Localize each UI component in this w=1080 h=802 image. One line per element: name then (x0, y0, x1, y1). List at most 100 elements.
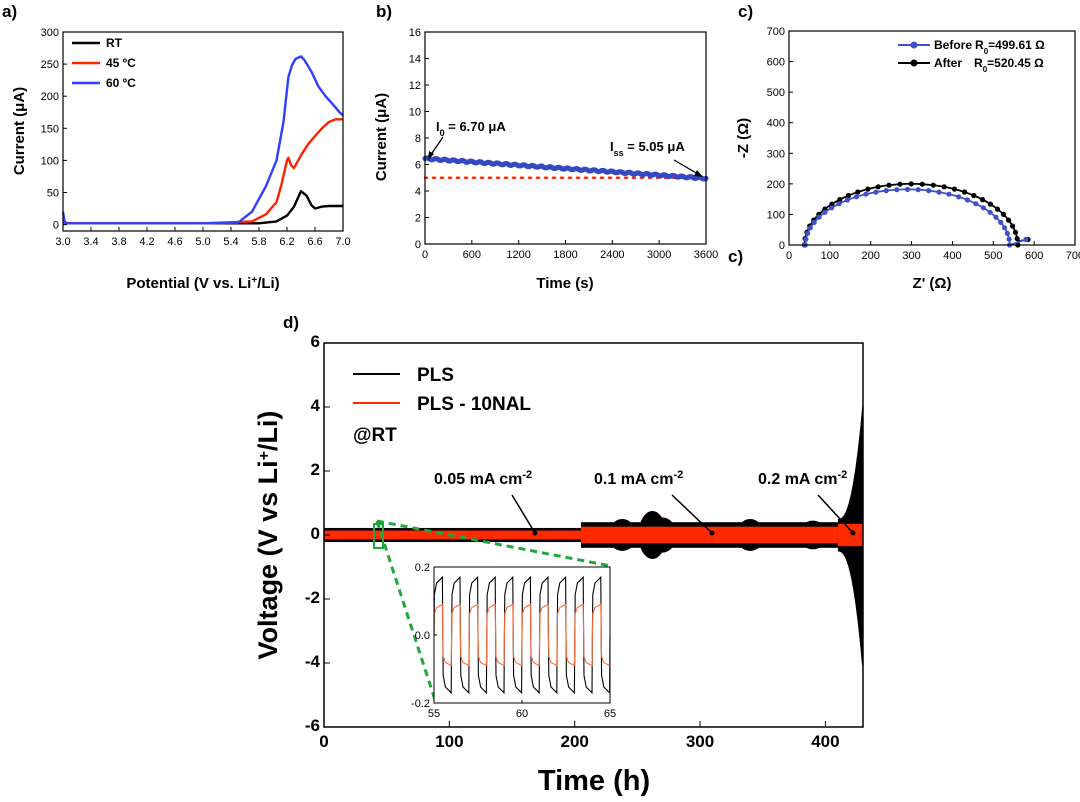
nyquist-point-before (873, 189, 879, 195)
nyquist-point-before (803, 236, 809, 242)
panel-a-xtick-label: 5.4 (223, 236, 238, 248)
panel-a-xtick-label: 3.0 (55, 236, 70, 248)
panel-d-xtick-label: 300 (686, 732, 714, 751)
nyquist-point-before (1023, 236, 1029, 243)
inset-ytick-label: -0.2 (411, 698, 430, 710)
panel-d-ytick-label: -2 (305, 588, 320, 607)
legend-45c-label: 45 ºC (106, 56, 136, 70)
nyquist-point-before (894, 187, 900, 193)
inset-pls-10nal-trace (433, 603, 611, 667)
panel-a-legend: RT 45 ºC 60 ºC (72, 36, 136, 90)
panel-b-xtick-label: 1200 (506, 249, 530, 261)
panel-b-data (422, 155, 709, 182)
panel-a-ytick-label: 100 (41, 155, 59, 167)
panel-d-ylabel: Voltage (V vs Li+/Li) (253, 411, 283, 660)
panel-d-xtick-label: 0 (319, 732, 328, 751)
nyquist-point-before (964, 197, 971, 203)
panel-c-ylabel: -Z (Ω) (735, 118, 752, 158)
stage-arrow-2 (671, 494, 713, 534)
panel-b-ytick-label: 2 (415, 213, 421, 225)
panel-c-ytick-label: 300 (767, 148, 785, 160)
legend-after-label: After R0=520.45 Ω (934, 56, 1044, 74)
nyquist-point-after (908, 181, 914, 187)
legend-60c-label: 60 ºC (106, 76, 136, 90)
panel-b-ytick-label: 14 (409, 54, 421, 66)
panel-a-xtick-label: 5.0 (195, 236, 210, 248)
nyquist-point-after (897, 181, 903, 187)
panel-b: b) 0 600 1200 1800 2400 3000 3600 0 2 4 6 8 10 12 14 16… (373, 2, 718, 292)
nyquist-point-after (961, 189, 968, 195)
nyquist-point-before (993, 214, 999, 220)
panel-c-ticks: 0 100 200 300 400 500 600 700 0 100 200 300 400 500 60… (767, 26, 1080, 262)
panel-c-extra-label: c) (728, 247, 743, 266)
panel-b-xtick-label: 3600 (694, 249, 718, 261)
annotation-iss-arrowhead (694, 170, 703, 177)
legend-before-label: Before R0=499.61 Ω (934, 38, 1045, 56)
panel-c-ytick-label: 700 (767, 26, 785, 38)
nyquist-point-after (919, 181, 925, 187)
nyquist-point-before (998, 219, 1004, 225)
panel-b-ylabel: Current (μA) (373, 93, 390, 181)
stage-arrowhead-1 (532, 530, 538, 536)
panel-a-ytick-label: 200 (41, 91, 59, 103)
nyquist-point-after (979, 197, 986, 203)
inset-xtick-label: 65 (604, 708, 616, 720)
panel-d-xtick-label: 400 (811, 732, 839, 751)
panel-a-ytick-label: 150 (41, 123, 59, 135)
panel-a-axes-frame (62, 31, 344, 232)
panel-a-xtick-label: 7.0 (335, 236, 350, 248)
panel-b-xtick-label: 1800 (553, 249, 577, 261)
nyquist-point-after (1006, 217, 1012, 223)
panel-b-ytick-label: 16 (409, 27, 421, 39)
panel-c-ytick-label: 600 (767, 57, 785, 69)
panel-a-ytick-label: 0 (53, 220, 59, 232)
panel-c-label: c) (738, 2, 753, 21)
nyquist-point-before (936, 189, 942, 195)
panel-c-xtick-label: 200 (862, 250, 880, 262)
panel-d-xlabel: Time (h) (538, 765, 650, 797)
inset-ytick-label: 0.2 (415, 562, 430, 574)
condition-label: @RT (353, 425, 397, 446)
panel-c-xtick-label: 700 (1066, 250, 1080, 262)
nyquist-point-after (1010, 223, 1016, 229)
panel-d-ytick-label: -6 (305, 716, 320, 735)
panel-c-xtick-label: 400 (943, 250, 961, 262)
panel-a-xtick-label: 5.8 (251, 236, 266, 248)
nyquist-point-before (973, 201, 979, 207)
panel-a-xtick-label: 4.2 (139, 236, 154, 248)
nyquist-point-before (956, 194, 962, 200)
stage-label-3: 0.2 mA cm-2 (758, 469, 847, 488)
panel-c-ytick-label: 100 (767, 209, 785, 221)
panel-c-data (801, 181, 1031, 248)
pls-10nal-trace-stage-2 (580, 526, 838, 544)
panel-b-xtick-label: 2400 (600, 249, 624, 261)
annotation-i0-arrowhead (428, 151, 434, 160)
annotation-iss: Iss = 5.05 μA (610, 139, 685, 158)
nyquist-point-before (926, 188, 932, 194)
panel-b-xtick-label: 3000 (647, 249, 671, 261)
panel-a-ytick-label: 300 (41, 27, 59, 39)
panel-d-ytick-label: 4 (311, 396, 321, 415)
zoom-line-bottom (375, 520, 438, 704)
panel-a-ytick-label: 250 (41, 59, 59, 71)
nyquist-point-before (829, 205, 835, 211)
panel-b-ytick-label: 8 (415, 133, 421, 145)
panel-d-stage-annotations: 0.05 mA cm-2 0.1 mA cm-2 0.2 mA cm-2 (434, 469, 856, 536)
legend-before-marker (910, 41, 918, 49)
nyquist-point-before (807, 225, 813, 231)
panel-c-xtick-label: 600 (1025, 250, 1043, 262)
nyquist-point-before (836, 201, 842, 207)
panel-c-ytick-label: 400 (767, 118, 785, 130)
nyquist-point-after (855, 189, 861, 195)
panel-b-ticks: 0 600 1200 1800 2400 3000 3600 0 2 4 6 8 10 12 14 16 (409, 27, 718, 261)
panel-a-label: a) (2, 2, 17, 21)
inset-data (433, 575, 611, 695)
panel-c-xtick-label: 500 (984, 250, 1002, 262)
panel-c: c) 0 100 200 300 400 500 600 700 0 100 200 300 400 50… (728, 2, 1080, 292)
nyquist-point-before (811, 219, 817, 225)
panel-c-axes-frame (788, 30, 1076, 246)
panel-c-xtick-label: 100 (821, 250, 839, 262)
panel-b-axes-frame (424, 31, 707, 245)
panel-a-xtick-label: 3.8 (111, 236, 126, 248)
